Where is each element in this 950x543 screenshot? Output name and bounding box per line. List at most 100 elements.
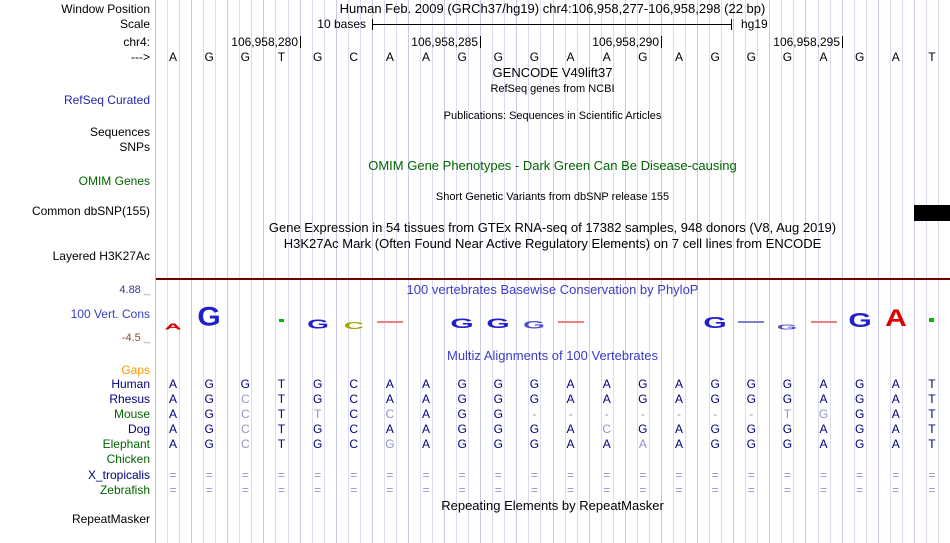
track-label-zebrafish[interactable]: Zebrafish: [99, 483, 150, 497]
align-cell-zebrafish: =: [856, 483, 864, 497]
align-cell-x-tropicalis: =: [892, 468, 900, 482]
align-cell-mouse: T: [928, 407, 936, 421]
track-label-mouse[interactable]: Mouse: [113, 407, 150, 421]
align-cell-human: A: [891, 377, 900, 391]
track-title-publications-sequences-in-scientific-art[interactable]: Publications: Sequences in Scientific Ar…: [443, 110, 662, 122]
guideline: [275, 0, 277, 543]
track-label-gaps[interactable]: Gaps: [121, 363, 150, 377]
conservation-lower-value: -4.5: [121, 332, 141, 344]
position-text: Human Feb. 2009 (GRCh37/hg19) chr4:106,9…: [339, 1, 766, 16]
align-cell-zebrafish: =: [567, 483, 575, 497]
align-cell-elephant: A: [566, 437, 575, 451]
ruler-coordinate: 106,958,290: [592, 35, 659, 49]
track-label-dog[interactable]: Dog: [127, 422, 150, 436]
phylop-negative-dash: [557, 321, 584, 323]
track-title-short-genetic-variants-from-dbsnp-releas[interactable]: Short Genetic Variants from dbSNP releas…: [435, 191, 670, 203]
track-label-elephant[interactable]: Elephant: [102, 437, 150, 451]
align-cell-mouse: -: [676, 407, 681, 421]
guideline: [323, 0, 325, 543]
track-label-chicken[interactable]: Chicken: [106, 452, 150, 466]
align-cell-mouse: -: [749, 407, 754, 421]
dbsnp-feature-box[interactable]: [913, 205, 950, 221]
track-label-refseq-curated[interactable]: RefSeq Curated: [63, 93, 150, 107]
align-cell-zebrafish: =: [820, 483, 828, 497]
align-cell-human: C: [349, 377, 359, 391]
guideline: [877, 0, 879, 543]
align-cell-dog: G: [457, 422, 467, 436]
conservation-track-top-line: [155, 278, 950, 280]
guideline: [203, 0, 205, 543]
align-cell-x-tropicalis: =: [205, 468, 213, 482]
align-cell-elephant: G: [204, 437, 214, 451]
guideline: [552, 0, 554, 543]
guideline: [480, 0, 482, 543]
guideline: [925, 0, 927, 543]
align-cell-zebrafish: =: [892, 483, 900, 497]
track-title-repeating-elements-by-repeatmasker[interactable]: Repeating Elements by RepeatMasker: [441, 498, 664, 513]
align-cell-dog: G: [854, 422, 865, 436]
align-cell-elephant: G: [854, 437, 865, 451]
track-label-layered-h3k27ac[interactable]: Layered H3K27Ac: [52, 249, 150, 263]
guideline: [612, 0, 614, 543]
align-cell-x-tropicalis: =: [675, 468, 683, 482]
track-label-common-dbsnp-155[interactable]: Common dbSNP(155): [31, 204, 150, 218]
track-label-rhesus[interactable]: Rhesus: [109, 392, 150, 406]
align-cell-x-tropicalis: =: [458, 468, 466, 482]
track-title-gencode-v49lift37[interactable]: GENCODE V49lift37: [492, 65, 613, 80]
align-cell-rhesus: A: [566, 392, 575, 406]
track-title-omim-gene-phenotypes-dark-green-can-be-d[interactable]: OMIM Gene Phenotypes - Dark Green Can Be…: [368, 158, 737, 173]
track-label-human[interactable]: Human: [111, 377, 150, 391]
track-label-: --->: [131, 50, 150, 64]
ruler-tick: [842, 36, 843, 48]
align-cell-mouse: T: [277, 407, 286, 421]
align-cell-elephant: A: [819, 437, 828, 451]
align-cell-dog: A: [385, 422, 394, 436]
guideline: [781, 0, 783, 543]
align-cell-rhesus: G: [312, 392, 323, 406]
align-cell-x-tropicalis: =: [241, 468, 249, 482]
track-label-repeatmasker[interactable]: RepeatMasker: [71, 512, 150, 526]
track-title-refseq-genes-from-ncbi[interactable]: RefSeq genes from NCBI: [490, 83, 615, 95]
align-cell-rhesus: A: [819, 392, 828, 406]
track-title-100-vertebrates-basewise-conservation-by[interactable]: 100 vertebrates Basewise Conservation by…: [406, 282, 699, 297]
guideline: [672, 0, 674, 543]
track-label-100-vert-cons[interactable]: 100 Vert. Cons: [70, 307, 150, 321]
align-cell-zebrafish: =: [458, 483, 466, 497]
track-label-snps[interactable]: SNPs: [119, 140, 150, 154]
align-cell-dog: A: [566, 422, 575, 436]
align-cell-mouse: C: [240, 407, 250, 421]
track-label-sequences[interactable]: Sequences: [89, 125, 150, 139]
align-cell-x-tropicalis: =: [169, 468, 177, 482]
guideline: [624, 0, 626, 543]
align-cell-human: A: [566, 377, 575, 391]
align-cell-human: G: [529, 377, 540, 391]
align-cell-elephant: G: [493, 437, 503, 451]
sequence-base: A: [819, 50, 828, 64]
guideline: [733, 0, 735, 543]
guideline: [865, 0, 867, 543]
track-label-scale: Scale: [119, 17, 150, 31]
align-cell-mouse: -: [640, 407, 645, 421]
align-cell-zebrafish: =: [386, 483, 394, 497]
track-title-multiz-alignments-of-100-vertebrates[interactable]: Multiz Alignments of 100 Vertebrates: [446, 348, 658, 363]
track-title-gene-expression-in-54-tissues-from-gtex-[interactable]: Gene Expression in 54 tissues from GTEx …: [268, 220, 837, 235]
align-cell-rhesus: G: [204, 392, 214, 406]
phylop-logo-letter: A: [164, 321, 182, 332]
track-label-omim-genes[interactable]: OMIM Genes: [78, 174, 150, 188]
assembly-label: hg19: [741, 17, 768, 31]
guideline: [697, 0, 699, 543]
sequence-base: G: [710, 50, 720, 64]
track-title-h3k27ac-mark-often-found-near-active-reg[interactable]: H3K27Ac Mark (Often Found Near Active Re…: [283, 236, 822, 251]
align-cell-elephant: A: [891, 437, 900, 451]
align-cell-dog: G: [746, 422, 756, 436]
phylop-negative-dash: [376, 321, 403, 323]
sequence-base: C: [349, 50, 359, 64]
align-cell-dog: G: [638, 422, 648, 436]
guideline: [709, 0, 711, 543]
track-label-x-tropicalis[interactable]: X_tropicalis: [87, 468, 150, 482]
align-cell-elephant: T: [928, 437, 936, 451]
align-cell-mouse: A: [169, 407, 178, 421]
align-cell-x-tropicalis: =: [494, 468, 502, 482]
align-cell-zebrafish: =: [928, 483, 936, 497]
